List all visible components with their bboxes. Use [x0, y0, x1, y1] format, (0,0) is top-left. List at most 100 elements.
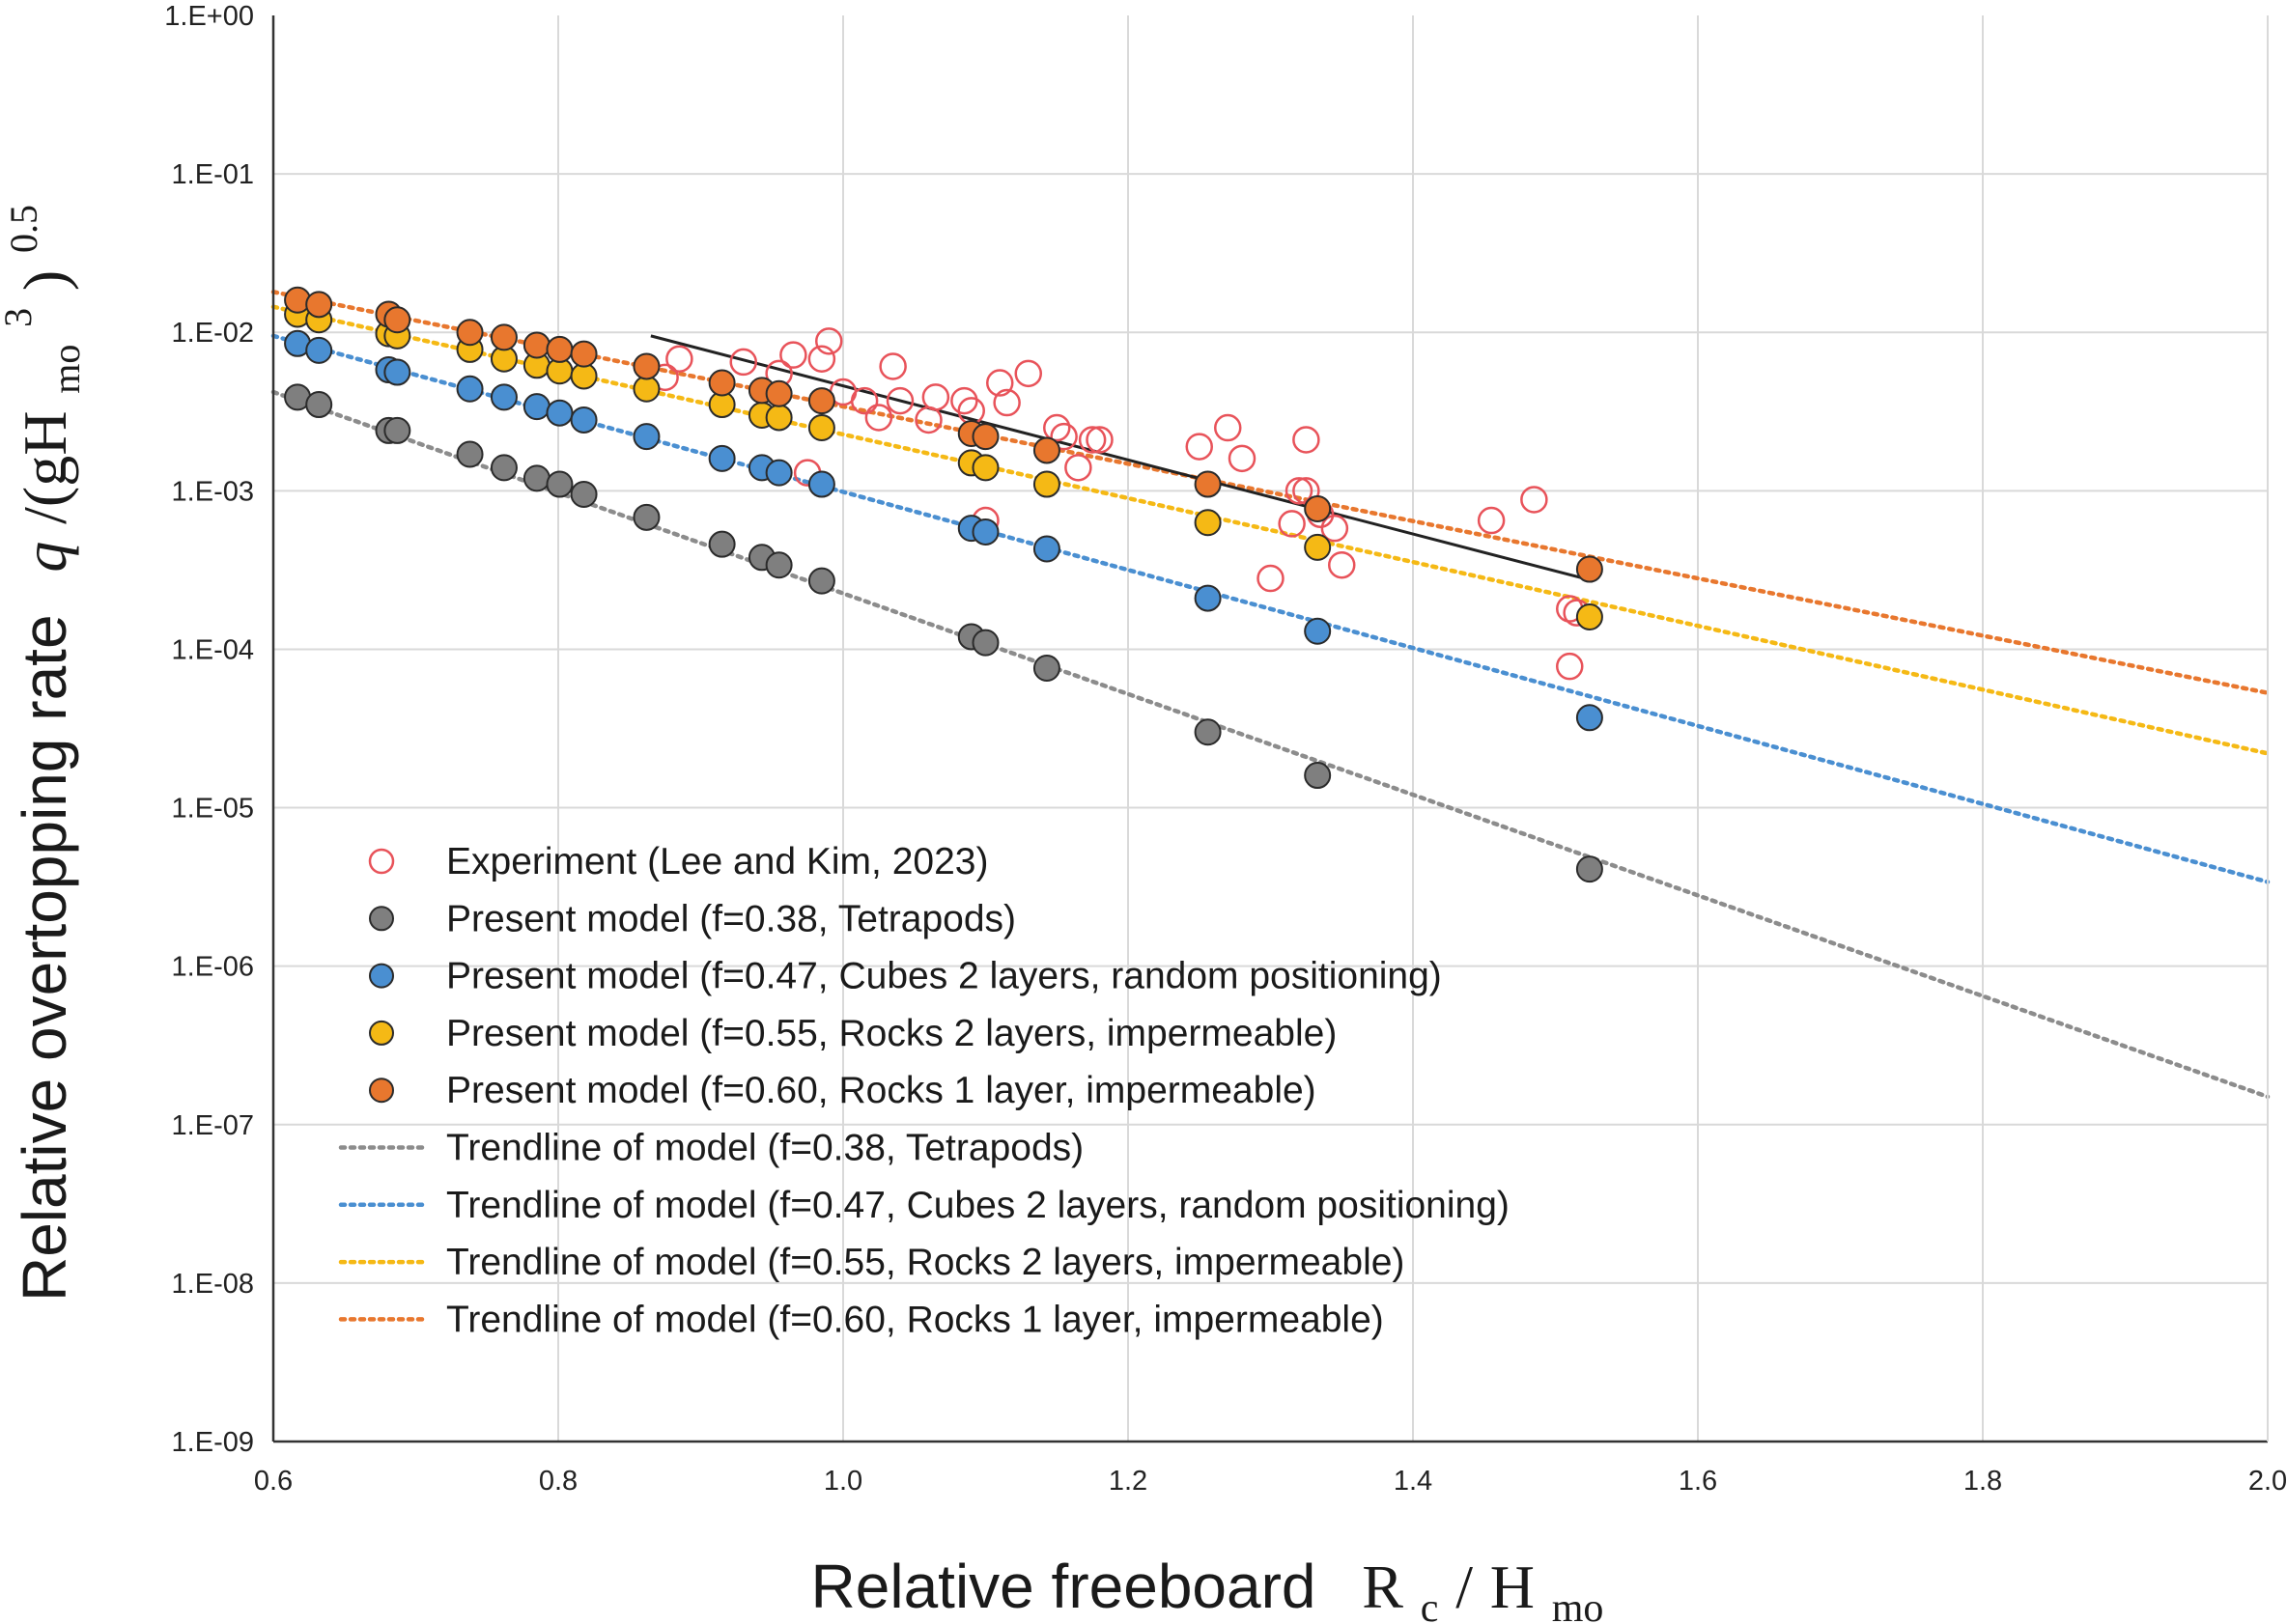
model-point-series-4	[1304, 494, 1332, 522]
model-point-series-1	[305, 391, 333, 419]
x-axis-label-base2: H	[1490, 1553, 1535, 1621]
experiment-point	[1185, 433, 1213, 461]
model-point-series-4	[522, 331, 551, 359]
x-tick-label: 0.8	[539, 1466, 578, 1497]
model-point-series-3	[633, 375, 661, 403]
legend-item: Trendline of model (f=0.55, Rocks 2 laye…	[338, 1242, 1404, 1283]
model-point-series-4	[570, 340, 598, 368]
model-point-series-2	[765, 459, 793, 487]
model-point-series-1	[972, 629, 1000, 657]
y-axis-label-sub: mo	[44, 345, 88, 394]
model-point-series-4	[765, 379, 793, 407]
y-tick-label: 1.E-07	[172, 1110, 254, 1141]
model-point-series-1	[1304, 762, 1332, 790]
experiment-point	[864, 404, 893, 432]
model-point-series-3	[1032, 470, 1060, 498]
model-point-series-3	[972, 454, 1000, 482]
legend-marker	[369, 906, 394, 932]
x-tick-label: 1.6	[1679, 1466, 1717, 1497]
y-tick-label: 1.E-08	[172, 1269, 254, 1300]
legend-label: Present model (f=0.47, Cubes 2 layers, r…	[446, 956, 1442, 997]
y-axis-label-q: q	[11, 542, 79, 573]
y-tick-label: 1.E-02	[172, 318, 254, 349]
x-tick-label: 2.0	[2248, 1466, 2287, 1497]
model-point-series-4	[1575, 555, 1603, 583]
legend-marker	[369, 1078, 394, 1104]
model-point-series-2	[633, 423, 661, 451]
model-point-series-2	[1032, 535, 1060, 563]
y-axis-label: Relative overtopping rate q /(gH mo 3 ) …	[0, 205, 93, 1302]
x-tick-label: 1.4	[1394, 1466, 1432, 1497]
y-tick-label: 1.E-05	[172, 794, 254, 825]
y-axis-label-sup: 3	[0, 308, 40, 327]
experiment-point	[1014, 359, 1042, 388]
legend-label: Trendline of model (f=0.47, Cubes 2 laye…	[446, 1185, 1510, 1226]
y-tick-label: 1.E-01	[172, 159, 254, 190]
model-point-series-2	[807, 470, 835, 498]
model-point-series-1	[490, 454, 518, 482]
experiment-point	[665, 345, 693, 373]
experiment-point	[886, 386, 915, 415]
experiment-point	[807, 345, 836, 373]
model-point-series-4	[708, 369, 736, 397]
legend-item: Present model (f=0.55, Rocks 2 layers, i…	[369, 1013, 1337, 1054]
legend-item: Trendline of model (f=0.60, Rocks 1 laye…	[338, 1299, 1384, 1340]
model-point-series-1	[546, 470, 574, 498]
x-tick-label: 1.2	[1109, 1466, 1147, 1497]
y-tick-label: 1.E-03	[172, 476, 254, 507]
legend-label: Present model (f=0.60, Rocks 1 layer, im…	[446, 1070, 1316, 1111]
model-point-series-1	[633, 503, 661, 531]
model-point-series-4	[383, 306, 411, 334]
model-point-series-2	[522, 393, 551, 421]
model-point-series-2	[1194, 584, 1222, 612]
y-axis-label-text: Relative overtopping rate	[10, 614, 79, 1302]
legend-item: Trendline of model (f=0.38, Tetrapods)	[338, 1128, 1084, 1169]
trendline-3	[270, 290, 2271, 695]
trendlines	[270, 290, 2271, 1100]
legend-item: Present model (f=0.47, Cubes 2 layers, r…	[369, 956, 1442, 997]
experiment-point	[1086, 426, 1114, 454]
model-point-series-3	[1304, 533, 1332, 561]
model-point-series-2	[546, 399, 574, 427]
legend-label: Present model (f=0.38, Tetrapods)	[446, 898, 1016, 939]
model-point-series-4	[305, 291, 333, 319]
legend-item: Present model (f=0.60, Rocks 1 layer, im…	[369, 1070, 1316, 1111]
experiment-point	[993, 388, 1021, 417]
experiment-fit-line	[650, 334, 1585, 580]
legend-item: Experiment (Lee and Kim, 2023)	[368, 841, 988, 882]
experiment-point	[1328, 550, 1356, 579]
data-points	[284, 286, 1603, 883]
x-tick-label: 1.8	[1963, 1466, 2002, 1497]
experiment-point	[921, 383, 950, 411]
legend-label: Experiment (Lee and Kim, 2023)	[446, 841, 988, 882]
x-axis-label-text: Relative freeboard	[811, 1552, 1316, 1621]
y-axis-label-open: /(gH	[11, 411, 79, 524]
model-point-series-1	[456, 440, 484, 468]
experiment-point	[879, 352, 907, 380]
model-point-series-1	[807, 567, 835, 595]
legend-label: Trendline of model (f=0.38, Tetrapods)	[446, 1128, 1084, 1169]
model-point-series-1	[570, 480, 598, 508]
experiment-point	[986, 369, 1014, 397]
legend-label: Trendline of model (f=0.60, Rocks 1 laye…	[446, 1299, 1384, 1340]
model-point-series-3	[807, 414, 835, 442]
x-tick-label: 0.6	[254, 1466, 293, 1497]
model-point-series-4	[807, 387, 835, 415]
model-point-series-4	[972, 423, 1000, 451]
x-tick-label: 1.0	[824, 1466, 862, 1497]
experiment-point	[1477, 506, 1506, 535]
experiment-point	[1256, 564, 1285, 593]
experiment-point	[850, 386, 879, 415]
model-point-series-4	[490, 323, 518, 351]
x-axis-label-sub2: mo	[1552, 1586, 1604, 1624]
experiment-point	[1064, 454, 1092, 482]
experiment-point	[1292, 426, 1320, 454]
legend-marker	[369, 963, 394, 989]
model-point-series-2	[490, 383, 518, 411]
legend-item: Present model (f=0.38, Tetrapods)	[369, 898, 1016, 939]
axes	[271, 15, 2269, 1443]
experiment-point	[815, 327, 843, 355]
experiment-point	[1556, 652, 1584, 681]
